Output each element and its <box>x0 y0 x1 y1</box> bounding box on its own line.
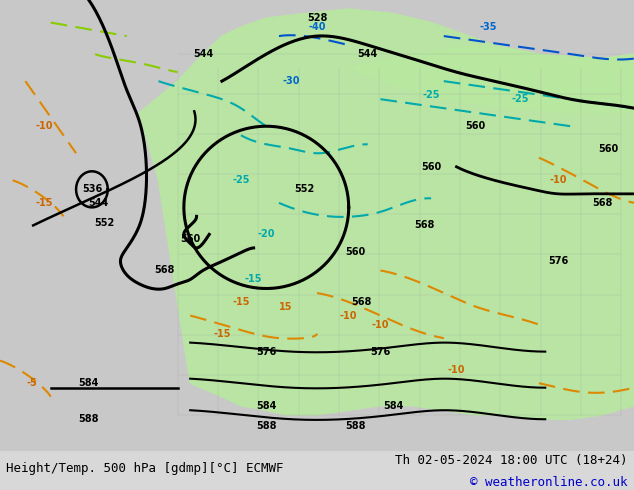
Text: 544: 544 <box>88 198 108 208</box>
Text: 568: 568 <box>155 266 175 275</box>
Text: 15: 15 <box>278 301 292 312</box>
Text: 560: 560 <box>421 162 441 172</box>
Text: 560: 560 <box>180 234 200 244</box>
Text: 544: 544 <box>358 49 378 59</box>
Text: -15: -15 <box>232 297 250 307</box>
Text: -40: -40 <box>308 22 326 32</box>
Text: 584: 584 <box>383 401 403 411</box>
Text: -10: -10 <box>340 311 358 320</box>
Text: © weatheronline.co.uk: © weatheronline.co.uk <box>470 476 628 489</box>
Text: -10: -10 <box>372 319 389 330</box>
Text: -25: -25 <box>232 175 250 185</box>
Text: Height/Temp. 500 hPa [gdmp][°C] ECMWF: Height/Temp. 500 hPa [gdmp][°C] ECMWF <box>6 462 284 475</box>
Text: 576: 576 <box>256 346 276 357</box>
Text: 536: 536 <box>82 184 102 195</box>
Text: -10: -10 <box>448 365 465 375</box>
Text: -5: -5 <box>27 378 37 388</box>
Text: 560: 560 <box>598 144 619 154</box>
Text: 528: 528 <box>307 13 327 23</box>
Text: 568: 568 <box>592 198 612 208</box>
Text: -20: -20 <box>257 229 275 240</box>
Text: 576: 576 <box>370 346 391 357</box>
Text: -15: -15 <box>213 329 231 339</box>
Polygon shape <box>349 45 634 113</box>
Text: 568: 568 <box>351 297 372 307</box>
Text: 588: 588 <box>256 421 276 431</box>
Text: 552: 552 <box>294 184 314 195</box>
Text: -10: -10 <box>549 175 567 185</box>
Text: -15: -15 <box>36 198 53 208</box>
Text: 584: 584 <box>79 378 99 388</box>
Text: -30: -30 <box>283 76 301 86</box>
Polygon shape <box>139 9 634 419</box>
Text: 560: 560 <box>465 121 486 131</box>
Text: 568: 568 <box>415 220 435 230</box>
Text: 576: 576 <box>548 256 568 267</box>
Text: 552: 552 <box>94 218 115 228</box>
Text: -10: -10 <box>36 121 53 131</box>
Text: -25: -25 <box>511 94 529 104</box>
Text: -15: -15 <box>245 274 262 285</box>
Text: 588: 588 <box>345 421 365 431</box>
Text: -25: -25 <box>422 90 440 99</box>
Text: -35: -35 <box>479 22 497 32</box>
Text: 544: 544 <box>193 49 213 59</box>
Text: 560: 560 <box>345 247 365 257</box>
Text: 584: 584 <box>256 401 276 411</box>
Text: 588: 588 <box>79 414 99 424</box>
Text: Th 02-05-2024 18:00 UTC (18+24): Th 02-05-2024 18:00 UTC (18+24) <box>395 454 628 467</box>
